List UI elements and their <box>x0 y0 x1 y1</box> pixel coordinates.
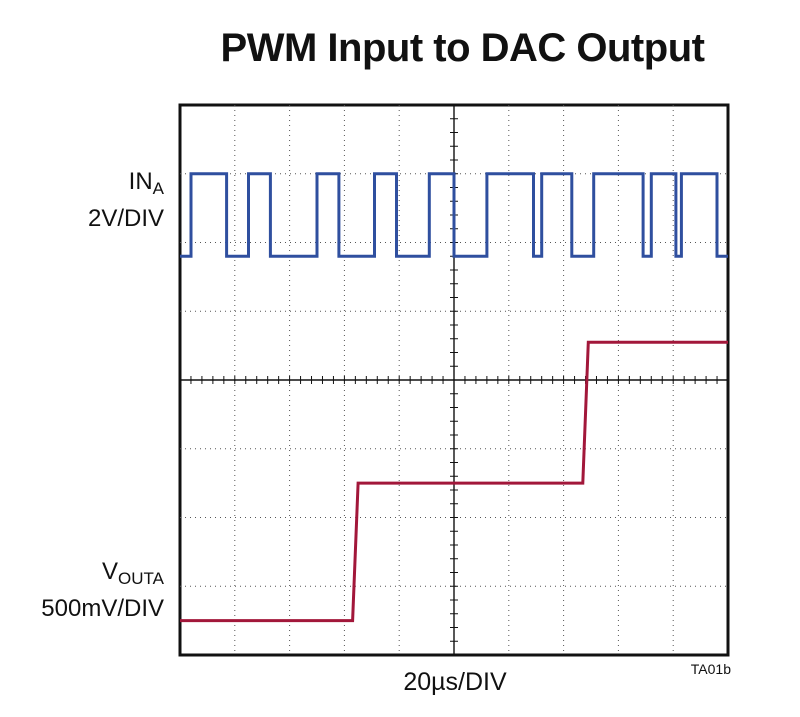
ina-name: IN <box>128 168 153 195</box>
vouta-label: VOUTA 500mV/DIV <box>41 557 164 624</box>
trace-in-a <box>180 172 728 258</box>
chart-title: PWM Input to DAC Output <box>220 26 705 70</box>
traces <box>180 172 728 623</box>
ina-label: INA 2V/DIV <box>88 167 164 234</box>
x-axis-label: 20µs/DIV <box>403 668 507 696</box>
vouta-scale: 500mV/DIV <box>41 595 164 622</box>
ina-scale: 2V/DIV <box>87 205 164 232</box>
vouta-name: V <box>102 558 119 585</box>
vouta-subscript: OUTA <box>118 569 164 588</box>
ina-subscript: A <box>152 179 164 198</box>
figure-code: TA01b <box>690 661 731 677</box>
trace-v-outa <box>180 340 728 623</box>
